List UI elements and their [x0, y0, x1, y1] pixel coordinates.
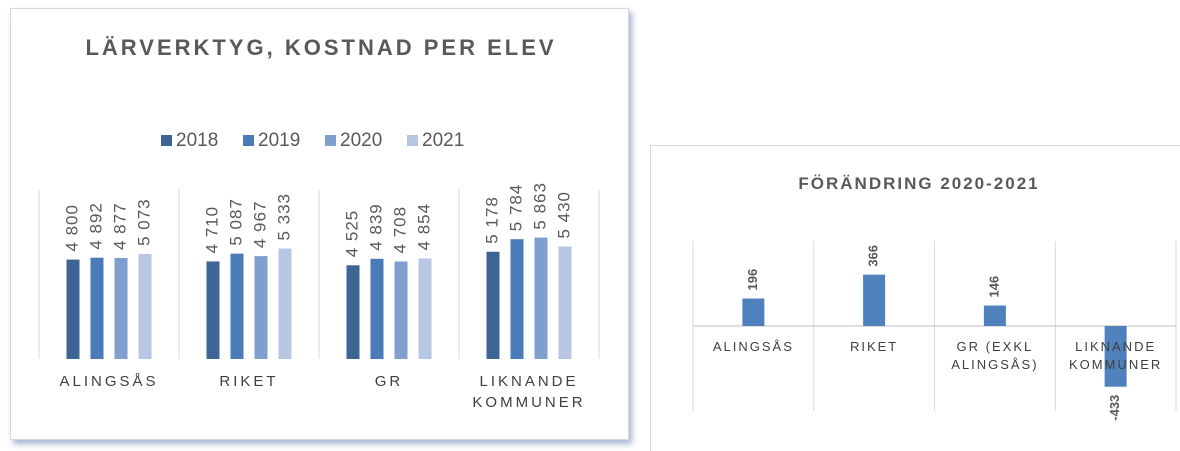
bar [510, 239, 524, 359]
chart-title: FÖRÄNDRING 2020-2021 [798, 174, 1040, 193]
value-label: 4 525 [342, 210, 361, 258]
bar [138, 253, 152, 359]
bar [534, 237, 548, 359]
bar [230, 253, 244, 359]
legend-label: 2018 [176, 130, 218, 151]
value-label: 4 800 [62, 204, 81, 252]
value-label: 366 [866, 245, 881, 267]
value-label: 4 708 [390, 206, 409, 254]
bar [394, 261, 408, 359]
chart: 196 366 146 -433 [692, 241, 1177, 421]
chart: 4 800 4 892 4 877 5 073 4 710 5 087 4 967 5 333… [38, 130, 600, 359]
bar [418, 258, 432, 359]
bar [66, 259, 80, 359]
x-tick-label: LIKNANDE KOMMUNER [1068, 339, 1163, 373]
value-label: 5 333 [274, 193, 293, 241]
legend-swatch [325, 135, 336, 146]
bar [742, 298, 765, 326]
x-tick-label: RIKET [219, 373, 279, 390]
value-label: 146 [986, 276, 1001, 298]
bar [863, 274, 886, 326]
value-label: 4 839 [366, 203, 385, 251]
legend-swatch [407, 135, 418, 146]
x-tick-label: LIKNANDE KOMMUNER [472, 373, 586, 411]
value-label: 5 430 [554, 191, 573, 239]
value-label: 5 863 [530, 182, 549, 230]
chart-title: LÄRVERKTYG, KOSTNAD PER ELEV [85, 35, 557, 60]
bar [486, 251, 500, 359]
value-label: 5 784 [506, 184, 525, 232]
bar [90, 257, 104, 359]
x-tick-label: GR (EXKL ALINGSÅS) [951, 339, 1039, 373]
legend-label: 2021 [422, 130, 464, 151]
x-tick-label: GR [374, 373, 404, 390]
bar [983, 305, 1006, 326]
x-tick-label: RIKET [849, 339, 899, 354]
value-label: 196 [745, 269, 760, 291]
value-label: 4 877 [110, 202, 129, 250]
legend-label: 2019 [258, 130, 300, 151]
legend-swatch [243, 135, 254, 146]
legend-label: 2020 [340, 130, 382, 151]
bar [1104, 326, 1127, 387]
value-label: 4 710 [202, 206, 221, 254]
value-label: 4 892 [86, 202, 105, 250]
x-tick-label: ALINGSÅS [712, 339, 794, 354]
value-label: 5 178 [482, 196, 501, 244]
bar [114, 257, 128, 359]
bar [206, 261, 220, 359]
value-label: 5 073 [134, 198, 153, 246]
bar [346, 265, 360, 359]
value-label: 5 087 [226, 198, 245, 246]
bar [254, 256, 268, 359]
bar [278, 248, 292, 359]
bar [370, 258, 384, 359]
legend-swatch [161, 135, 172, 146]
value-label: 4 854 [414, 203, 433, 251]
chart-card: 196 366 146 -433 FÖRÄNDRING 2020-2021 ALING… [650, 145, 1180, 451]
value-label: -433 [1107, 395, 1122, 421]
value-label: 4 967 [250, 201, 269, 249]
x-tick-label: ALINGSÅS [59, 373, 159, 390]
bar [558, 246, 572, 359]
chart-card: 4 800 4 892 4 877 5 073 4 710 5 087 4 967 5 333… [10, 8, 629, 440]
